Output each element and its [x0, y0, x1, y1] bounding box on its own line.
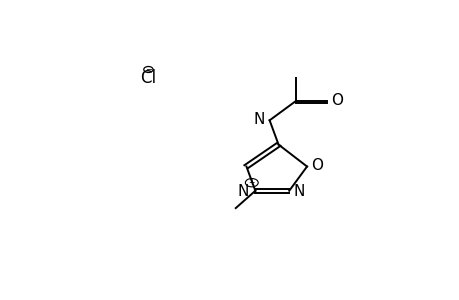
Text: N: N [237, 184, 248, 200]
Text: +: + [248, 178, 254, 187]
Text: N: N [293, 184, 304, 200]
Text: O: O [330, 93, 342, 108]
Text: O: O [310, 158, 322, 173]
Text: N: N [253, 112, 264, 127]
Text: Cl: Cl [140, 69, 156, 87]
Text: −: − [145, 65, 151, 74]
